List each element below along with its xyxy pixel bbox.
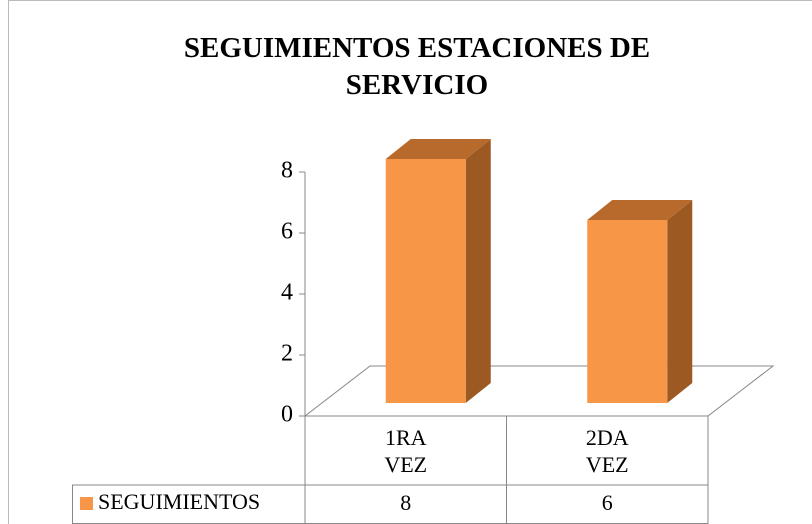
legend-swatch — [80, 497, 93, 510]
floor — [303, 365, 775, 417]
y-tick-label: 2 — [281, 341, 293, 367]
chart-border — [8, 0, 812, 524]
bar-front — [587, 220, 668, 403]
bar-top — [385, 139, 491, 159]
legend-label: SEGUIMIENTOS — [98, 489, 260, 514]
bar-side — [667, 200, 693, 403]
bar — [587, 200, 693, 403]
y-tick-label: 0 — [281, 402, 293, 428]
bar — [385, 139, 491, 403]
y-tick-label: 4 — [281, 280, 293, 306]
bar-front — [385, 159, 466, 403]
bar-side — [465, 139, 491, 403]
table-value: 6 — [602, 490, 613, 515]
y-tick-label: 6 — [281, 219, 293, 245]
y-tick-label: 8 — [281, 158, 293, 184]
table-value: 8 — [400, 490, 411, 515]
x-tick-label: 2DA VEZ — [585, 425, 629, 477]
bar-top — [587, 200, 693, 220]
chart-title: SEGUIMIENTOS ESTACIONES DE SERVICIO — [183, 32, 651, 101]
x-tick-label: 1RA VEZ — [384, 425, 428, 477]
